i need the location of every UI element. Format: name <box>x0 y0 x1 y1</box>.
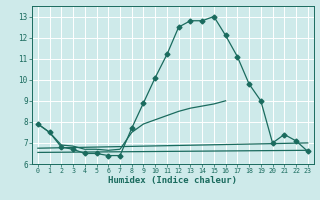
X-axis label: Humidex (Indice chaleur): Humidex (Indice chaleur) <box>108 176 237 185</box>
